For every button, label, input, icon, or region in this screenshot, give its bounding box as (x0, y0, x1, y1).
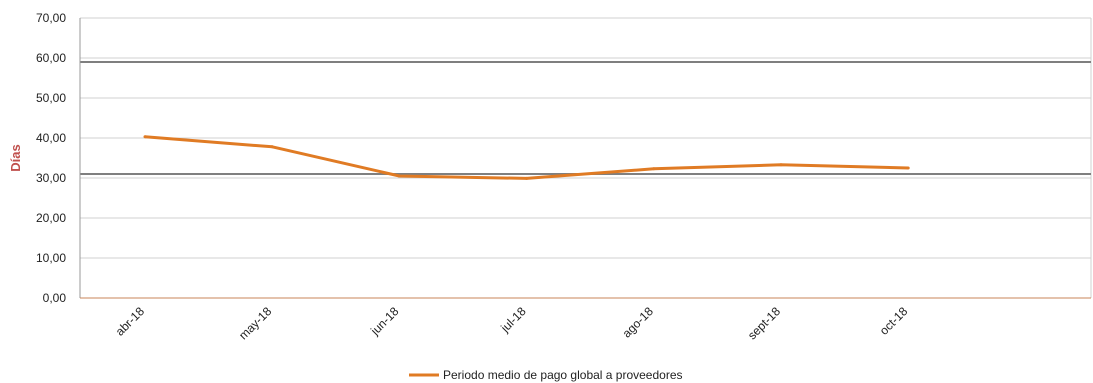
y-tick-label: 50,00 (36, 91, 66, 105)
data-point (143, 135, 147, 139)
x-tick-labels: abr-18 may-18 jun-18 jul-18 ago-18 sept-18 oct… (113, 304, 911, 342)
x-tick-label: jun-18 (367, 304, 401, 338)
legend[interactable]: Periodo medio de pago global a proveedor… (409, 368, 683, 382)
legend-label: Periodo medio de pago global a proveedor… (443, 368, 683, 382)
y-tick-label: 20,00 (36, 211, 66, 225)
x-tick-label: sept-18 (745, 304, 783, 342)
y-tick-labels: 0,00 10,00 20,00 30,00 40,00 50,00 60,00 70,00 (36, 11, 66, 305)
y-tick-label: 40,00 (36, 131, 66, 145)
y-tick-label: 60,00 (36, 51, 66, 65)
gridlines (80, 17, 1092, 299)
x-tick-label: jul-18 (497, 304, 529, 336)
data-point (270, 145, 274, 149)
series-lines (143, 135, 910, 180)
x-tick-label: oct-18 (877, 304, 911, 338)
data-point (525, 176, 529, 180)
reference-lines (80, 61, 1091, 175)
x-tick-label: abr-18 (113, 304, 148, 339)
y-tick-label: 30,00 (36, 171, 66, 185)
data-point (652, 167, 656, 171)
data-point (906, 166, 910, 170)
data-point (779, 163, 783, 167)
x-tick-label: ago-18 (620, 304, 657, 341)
series-line (144, 135, 909, 180)
x-tick-label: may-18 (236, 304, 274, 342)
axes (79, 18, 1091, 299)
y-axis-label: Días (8, 144, 23, 171)
y-tick-label: 0,00 (43, 291, 67, 305)
y-tick-label: 10,00 (36, 251, 66, 265)
y-tick-label: 70,00 (36, 11, 66, 25)
data-point (397, 174, 401, 178)
